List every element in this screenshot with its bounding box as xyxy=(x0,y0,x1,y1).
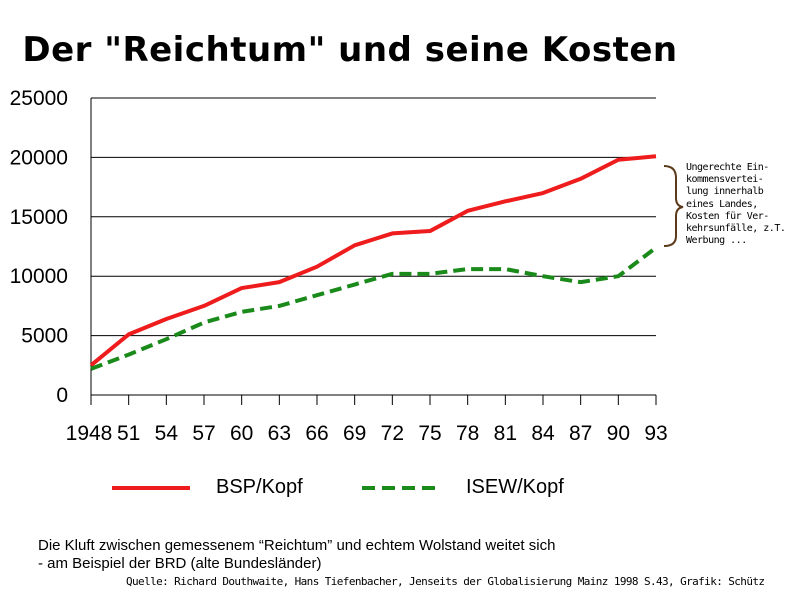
series-lines xyxy=(89,154,658,371)
y-tick-label: 0 xyxy=(56,384,68,407)
x-tick-label: 72 xyxy=(381,422,404,445)
x-tick-label: 51 xyxy=(117,422,140,445)
annotation-line: kommensvertei- xyxy=(686,174,764,186)
y-tick-label: 25000 xyxy=(10,87,68,110)
legend-label-bsp: BSP/Kopf xyxy=(216,476,303,498)
y-tick-label: 10000 xyxy=(10,265,68,288)
x-tick-label: 81 xyxy=(494,422,517,445)
gap-brace-icon xyxy=(663,165,684,247)
chart-title: Der "Reichtum" und seine Kosten xyxy=(22,30,678,70)
x-tick-label: 78 xyxy=(456,422,479,445)
x-tick-label: 69 xyxy=(343,422,366,445)
annotation-line: Werbung ... xyxy=(686,235,747,247)
x-tick-label: 57 xyxy=(192,422,215,445)
x-tick-label: 66 xyxy=(305,422,328,445)
x-tick-label: 84 xyxy=(531,422,555,445)
chart-caption: Die Kluft zwischen gemessenem “Reichtum”… xyxy=(38,537,555,573)
x-tick-label: 54 xyxy=(155,422,179,445)
x-tick-label: 60 xyxy=(230,422,253,445)
gap-annotation: Ungerechte Ein- kommensvertei- lung inne… xyxy=(686,162,796,247)
x-tick-label: 90 xyxy=(607,422,630,445)
x-tick-label: 1948 xyxy=(66,422,113,445)
series-line-isew xyxy=(90,246,658,371)
gap-brace xyxy=(663,165,684,247)
annotation-line: lung innerhalb xyxy=(686,186,764,198)
y-tick-label: 15000 xyxy=(10,206,68,229)
caption-line-2: - am Beispiel der BRD (alte Bundesländer… xyxy=(38,555,322,572)
x-tick-labels: 1948 51 54 57 60 63 66 69 72 75 78 81 84 87 90 93 xyxy=(66,422,668,445)
axes xyxy=(90,98,657,405)
x-tick-label: 63 xyxy=(268,422,291,445)
x-tick-label: 87 xyxy=(569,422,592,445)
caption-line-1: Die Kluft zwischen gemessenem “Reichtum”… xyxy=(38,537,556,554)
annotation-line: Ungerechte Ein- xyxy=(686,162,769,173)
annotation-line: kehrsunfälle, z.T. xyxy=(686,223,786,235)
source-credit: Quelle: Richard Douthwaite, Hans Tiefenb… xyxy=(126,575,765,588)
y-tick-label: 20000 xyxy=(10,146,68,169)
x-tick-label: 75 xyxy=(418,422,441,445)
annotation-line: eines Landes, xyxy=(686,198,758,210)
series-line-bsp xyxy=(89,154,657,367)
x-tick-label: 93 xyxy=(644,422,667,445)
annotation-line: Kosten für Ver- xyxy=(686,210,769,222)
legend-label-isew: ISEW/Kopf xyxy=(466,476,564,498)
y-tick-label: 5000 xyxy=(21,325,68,348)
gridlines xyxy=(91,97,656,337)
y-tick-labels: 0 5000 10000 15000 20000 25000 xyxy=(10,87,68,407)
